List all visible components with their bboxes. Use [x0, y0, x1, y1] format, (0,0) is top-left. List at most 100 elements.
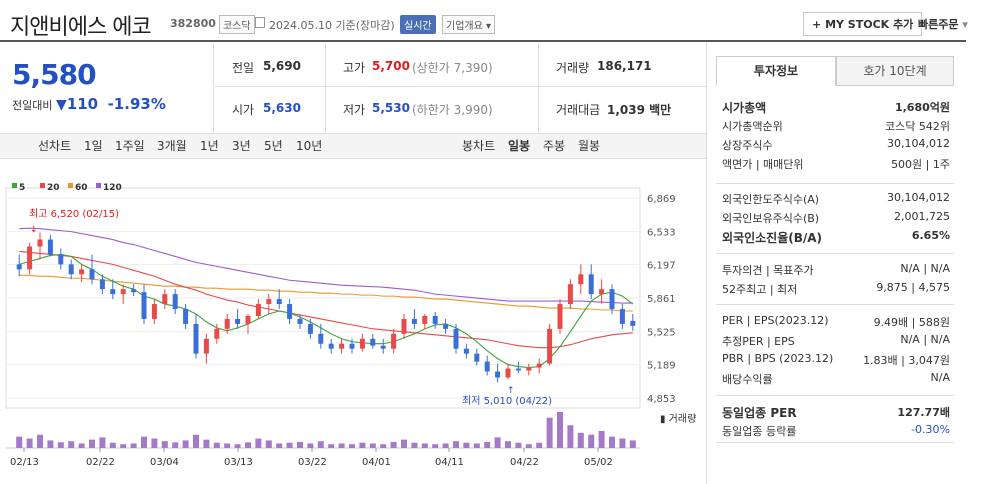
ma-line-20	[19, 250, 633, 349]
divider	[706, 42, 707, 484]
tab-invest-info[interactable]: 투자정보	[716, 56, 836, 86]
candle-body	[370, 338, 376, 346]
change-pct: -1.93%	[107, 95, 166, 113]
legend-swatch	[96, 183, 101, 188]
volume-bar	[536, 442, 543, 448]
period-bar	[0, 133, 706, 159]
candle-monthly[interactable]: 월봉	[578, 139, 601, 153]
candle-body	[422, 315, 428, 324]
candle-body	[203, 338, 209, 354]
volume-bar	[47, 440, 54, 448]
tab-quote-10[interactable]: 호가 10단계	[836, 56, 954, 86]
line-chart-toggle[interactable]: 선차트	[38, 139, 72, 153]
candle-body	[37, 239, 43, 247]
candle-body	[68, 264, 74, 275]
volume-bar	[546, 417, 553, 448]
x-tick-label: 02/22	[86, 457, 115, 468]
side-info-value: 코스닥 542위	[885, 120, 950, 133]
price-chart[interactable]: 6,869 6,533 6,197 5,861 5,525 5,189 4,853 5 20 60…	[0, 160, 706, 484]
realtime-tag[interactable]: 실시간	[400, 15, 436, 34]
period-3m[interactable]: 3개월	[157, 139, 187, 153]
chevron-down-icon: ▾	[486, 21, 492, 32]
high-value: 5,700	[372, 59, 410, 73]
legend-swatch	[68, 183, 73, 188]
volume-bar	[203, 439, 210, 448]
candle-body	[557, 304, 563, 329]
volume-bar	[619, 438, 626, 448]
calendar-icon	[255, 17, 265, 28]
candle-body	[131, 289, 137, 293]
side-divider	[716, 304, 954, 305]
candle-chart-toggle[interactable]: 봉차트	[462, 139, 496, 153]
side-info-row: 추정PER | EPS N/A | N/A	[722, 333, 950, 349]
candle-body	[515, 368, 521, 371]
side-divider	[716, 395, 954, 396]
period-1w[interactable]: 1주일	[115, 139, 145, 153]
candle-body	[214, 328, 220, 339]
quick-order-button[interactable]: 빠른주문 ▾	[918, 16, 968, 32]
volume-bar	[276, 443, 283, 448]
open-label: 시가	[232, 103, 255, 117]
volume-bar	[307, 443, 314, 448]
quick-order-label: 빠른주문	[918, 18, 959, 31]
side-info-value: 500원 | 1주	[891, 158, 950, 171]
candle-body	[380, 345, 386, 349]
candle-body	[318, 333, 324, 344]
candle-weekly[interactable]: 주봉	[543, 139, 566, 153]
side-info-value: 30,104,012	[887, 137, 950, 150]
volume-bar	[515, 442, 522, 448]
candle-body	[141, 292, 147, 319]
period-1d[interactable]: 1일	[84, 139, 103, 153]
side-info-value: 6.65%	[911, 229, 950, 242]
volume-bar	[224, 443, 231, 448]
amount-label: 거래대금	[556, 103, 601, 117]
company-info-button[interactable]: 기업개요 ▾	[442, 15, 496, 34]
volume-bar	[609, 436, 615, 448]
candle-body	[266, 299, 272, 305]
side-info-row: PER | EPS(2023.12) 9.49배 | 588원	[722, 314, 950, 330]
side-info-label: 외국인소진율(B/A)	[722, 231, 823, 245]
candle-body	[443, 323, 449, 329]
candle-body	[474, 353, 480, 362]
period-3y[interactable]: 3년	[232, 139, 251, 153]
ma-line-5	[19, 253, 634, 369]
candle-body	[599, 289, 605, 295]
low-value: 5,530	[372, 101, 410, 115]
volume-bar	[234, 444, 241, 448]
candle-body	[58, 254, 64, 265]
side-info-value: 9.49배 | 588원	[873, 316, 950, 329]
candle-daily[interactable]: 일봉	[508, 139, 531, 153]
volume-bar	[245, 442, 251, 448]
period-1y[interactable]: 1년	[200, 139, 219, 153]
candle-body	[99, 279, 105, 290]
volume-bar	[338, 443, 345, 448]
candle-body	[526, 367, 532, 371]
mystock-add-button[interactable]: + MY STOCK 추가	[803, 12, 923, 36]
x-tick-label: 03/22	[298, 457, 327, 468]
side-info-row: 투자의견 | 목표주가 N/A | N/A	[722, 262, 950, 278]
volume-bar	[78, 443, 85, 448]
candle-body	[359, 338, 365, 349]
candle-body	[349, 343, 355, 349]
side-info-label: 액면가 | 매매단위	[722, 158, 804, 171]
candle-body	[224, 318, 230, 329]
side-info-row: 시가총액순위 코스닥 542위	[722, 118, 950, 134]
period-10y[interactable]: 10년	[296, 139, 323, 153]
high-annotation: 최고 6,520 (02/15)	[29, 208, 119, 220]
side-info-row: 액면가 | 매매단위 500원 | 1주	[722, 156, 950, 172]
candle-body	[432, 315, 438, 324]
period-5y[interactable]: 5년	[264, 139, 283, 153]
side-info-label: 52주최고 | 최저	[722, 283, 798, 296]
y-tick-label: 6,197	[647, 261, 676, 272]
legend-swatch	[12, 183, 17, 188]
candle-body	[484, 361, 490, 372]
volume-bar	[473, 443, 480, 448]
side-info-value: 127.77배	[897, 406, 950, 419]
candle-body	[328, 343, 334, 349]
side-info-label: 시가총액	[722, 101, 767, 115]
volume-bar	[494, 437, 501, 448]
volume-bar	[401, 439, 407, 448]
low-arrow-icon: ↑	[507, 386, 515, 396]
volume-bar	[557, 412, 563, 448]
candle-body	[183, 309, 189, 324]
